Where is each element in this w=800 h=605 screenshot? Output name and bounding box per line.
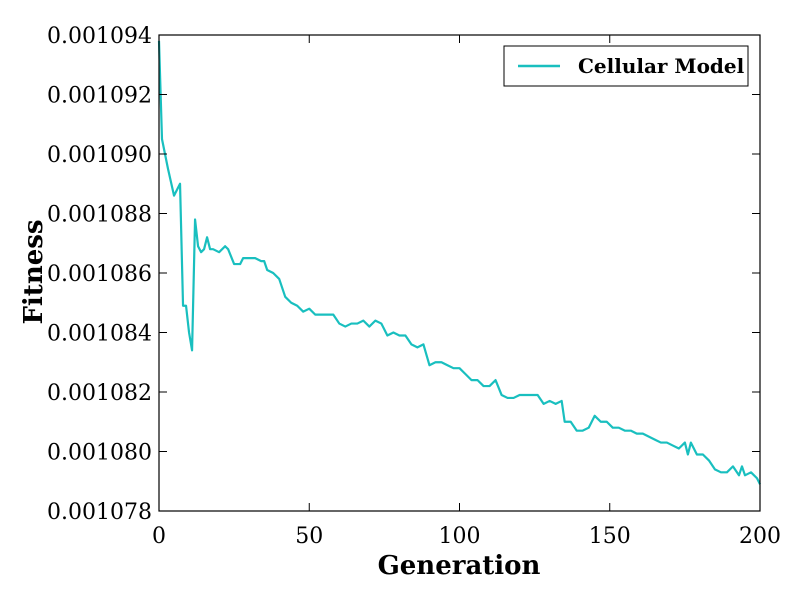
- series-line-0: [157, 40, 761, 485]
- y-tick-label: 0.001080: [47, 441, 152, 466]
- y-tick-label: 0.001094: [47, 24, 152, 49]
- legend-label: Cellular Model: [578, 54, 745, 78]
- x-tick-label: 200: [739, 524, 781, 549]
- y-tick-label: 0.001088: [47, 203, 152, 228]
- x-tick-label: 100: [439, 524, 481, 549]
- x-tick-label: 50: [295, 524, 323, 549]
- y-tick-label: 0.001090: [47, 143, 152, 168]
- x-tick-label: 0: [152, 524, 166, 549]
- plot-area: [159, 35, 760, 511]
- y-tick-label: 0.001078: [47, 500, 152, 525]
- x-axis-title: Generation: [378, 551, 541, 581]
- y-tick-label: 0.001092: [47, 84, 152, 109]
- x-tick-label: 150: [589, 524, 631, 549]
- y-axis-title: Fitness: [19, 219, 49, 324]
- y-tick-label: 0.001082: [47, 381, 152, 406]
- y-tick-label: 0.001084: [47, 322, 152, 347]
- y-tick-label: 0.001086: [47, 262, 152, 287]
